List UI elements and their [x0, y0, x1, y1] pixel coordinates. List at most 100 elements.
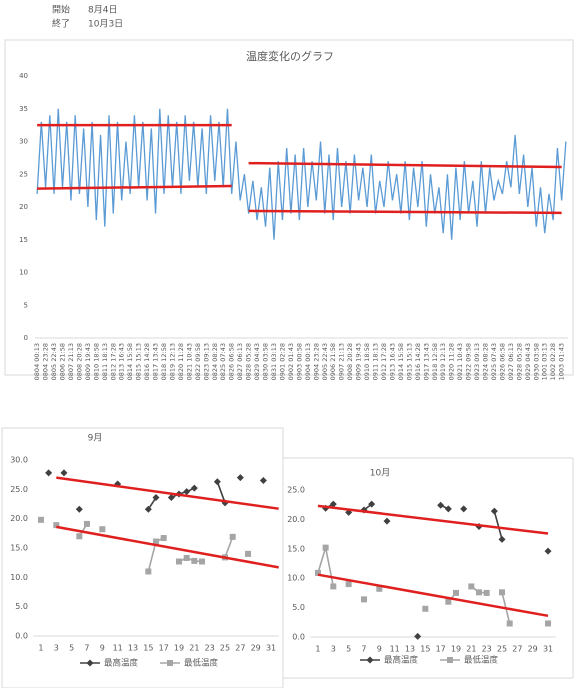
x-tick-label: 3: [331, 645, 336, 654]
x-tick-label: 0915 15:13: [405, 343, 413, 380]
x-tick-label: 0917 13:43: [422, 343, 430, 380]
x-tick-label: 13: [405, 645, 415, 654]
x-tick-label: 0927 06:13: [507, 343, 515, 380]
x-tick-label: 0911 18:13: [372, 343, 380, 380]
x-tick-label: 5: [346, 645, 351, 654]
marker: [329, 500, 337, 508]
x-tick-label: 17: [436, 645, 446, 654]
x-tick-label: 0828 05:28: [245, 343, 253, 380]
y-tick-label: 30.0: [10, 456, 28, 465]
trend-line: [248, 209, 562, 215]
x-tick-label: 0818 12:58: [160, 343, 168, 380]
x-tick-label: 0814 15:58: [126, 343, 134, 380]
x-tick-label: 7: [84, 644, 89, 653]
x-tick-label: 0906 21:58: [329, 343, 337, 380]
marker: [99, 526, 106, 533]
y-tick-label: 15.0: [10, 544, 28, 553]
marker: [176, 558, 183, 565]
y-tick-label: 25: [19, 170, 28, 178]
marker: [190, 484, 198, 492]
marker: [506, 620, 513, 627]
y-tick-label: 35: [19, 105, 28, 113]
marker: [322, 544, 329, 551]
x-tick-label: 0910 18:58: [363, 343, 371, 380]
marker: [191, 557, 198, 564]
x-tick-label: 27: [235, 644, 245, 653]
x-tick-label: 0827 06:13: [236, 343, 244, 380]
legend-marker: [167, 660, 173, 666]
marker: [499, 589, 506, 596]
x-tick-label: 9: [100, 644, 105, 653]
x-tick-label: 0810 18:58: [92, 343, 100, 380]
x-tick-label: 0804 23:28: [42, 343, 50, 380]
marker: [445, 598, 452, 605]
marker: [368, 500, 376, 508]
y-tick-label: 10: [19, 269, 28, 277]
y-tick-label: 20.0: [10, 514, 28, 523]
marker: [152, 494, 160, 502]
y-tick-label: 25.0: [10, 485, 28, 494]
marker: [245, 550, 252, 557]
x-tick-label: 0930 03:58: [532, 343, 540, 380]
marker: [376, 585, 383, 592]
legend-marker: [86, 659, 94, 667]
y-tick-label: 30: [19, 138, 28, 146]
x-tick-label: 0905 22:43: [321, 343, 329, 380]
x-tick-label: 0823 09:13: [202, 343, 210, 380]
marker: [183, 488, 191, 496]
y-tick-label: 10.0: [287, 574, 305, 583]
x-tick-label: 23: [482, 645, 492, 654]
x-tick-label: 0831 03:13: [270, 343, 278, 380]
x-tick-label: 21: [466, 645, 476, 654]
x-tick-label: 11: [390, 645, 400, 654]
x-tick-label: 13: [128, 644, 138, 653]
marker: [345, 581, 352, 588]
x-tick-label: 0816 14:28: [143, 343, 151, 380]
x-tick-label: 1: [315, 645, 320, 654]
marker: [383, 517, 391, 525]
x-tick-label: 0913 16:43: [388, 343, 396, 380]
series-line: [171, 487, 195, 499]
x-tick-label: 1: [38, 644, 43, 653]
trend-line: [56, 476, 279, 510]
x-tick-label: 7: [361, 645, 366, 654]
x-tick-label: 17: [159, 644, 169, 653]
x-tick-label: 0916 14:28: [414, 343, 422, 380]
y-tick-label: 5: [24, 301, 28, 309]
trend-line: [37, 184, 232, 190]
series-line: [493, 510, 503, 540]
x-tick-label: 0824 08:28: [211, 343, 219, 380]
marker: [544, 547, 552, 555]
x-tick-label: 0809 19:43: [84, 343, 92, 380]
marker: [167, 494, 175, 502]
y-tick-label: 20: [19, 203, 28, 211]
x-tick-label: 19: [174, 644, 184, 653]
x-tick-label: 0926 06:58: [498, 343, 506, 380]
x-tick-label: 0928 05:28: [515, 343, 523, 380]
x-tick-label: 29: [528, 645, 538, 654]
marker: [414, 632, 422, 640]
trend-line: [317, 504, 549, 535]
chart-title: 温度変化のグラフ: [246, 49, 334, 63]
x-tick-label: 25: [497, 645, 507, 654]
series-line: [216, 481, 226, 504]
marker: [259, 477, 267, 485]
marker: [422, 605, 429, 612]
marker: [153, 538, 159, 545]
x-tick-label: 0904 00:13: [304, 343, 312, 380]
marker: [483, 589, 490, 596]
x-tick-label: 29: [251, 644, 261, 653]
x-tick-label: 0817 13:43: [152, 343, 160, 380]
legend-label: 最高温度: [384, 655, 419, 666]
y-tick-label: 5.0: [292, 603, 305, 612]
x-tick-label: 25: [220, 644, 230, 653]
trend-line: [248, 161, 562, 169]
marker: [476, 589, 483, 596]
x-tick-label: 1002 02:28: [549, 343, 557, 380]
marker: [460, 505, 468, 513]
x-tick-label: 19: [451, 645, 461, 654]
y-tick-label: 10.0: [10, 573, 28, 582]
x-tick-label: 0921 10:43: [456, 343, 464, 380]
x-tick-label: 0820 11:28: [177, 343, 185, 380]
x-tick-label: 0806 21:58: [58, 343, 66, 380]
